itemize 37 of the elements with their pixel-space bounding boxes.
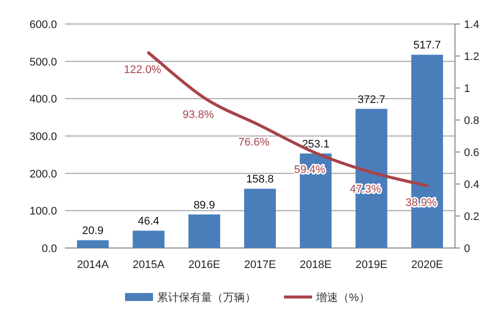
data-label: 122.0% <box>124 64 162 76</box>
data-label: 20.9 <box>82 225 104 238</box>
data-label: 76.6% <box>238 136 270 148</box>
x-tick-label: 2018E <box>300 259 332 271</box>
data-label: 517.7 <box>413 40 441 52</box>
bar <box>132 230 164 248</box>
y2-tick-label: 0.4 <box>464 179 480 191</box>
data-label: 89.9 <box>194 199 215 212</box>
x-tick-label: 2019E <box>356 259 388 271</box>
y-tick-label: 0.0 <box>42 243 57 255</box>
bar <box>76 240 109 248</box>
y-tick-label: 400.0 <box>29 94 57 106</box>
legend-label: 增速（%） <box>315 291 370 304</box>
data-label: 93.8% <box>182 108 214 121</box>
legend-label: 累计保有量（万辆） <box>157 291 256 304</box>
y2-tick-label: 0 <box>464 243 470 255</box>
y-tick-label: 200.0 <box>29 168 57 180</box>
y-tick-label: 600.0 <box>29 19 57 31</box>
y-tick-label: 100.0 <box>29 206 57 218</box>
y2-tick-label: 1.4 <box>464 19 480 31</box>
data-label: 46.4 <box>138 216 160 228</box>
y2-tick-label: 0.2 <box>464 211 480 223</box>
y2-tick-label: 1.2 <box>464 51 480 63</box>
data-label: 158.8 <box>246 174 274 186</box>
data-label: 372.7 <box>358 94 386 106</box>
bar <box>244 188 276 248</box>
x-tick-label: 2016E <box>188 259 220 271</box>
y2-tick-label: 1 <box>464 83 470 95</box>
y2-tick-label: 0.6 <box>464 147 480 159</box>
x-tick-label: 2017E <box>244 259 276 271</box>
y-tick-label: 500.0 <box>29 56 57 68</box>
bar <box>188 214 220 248</box>
x-tick-label: 2015A <box>132 259 166 271</box>
x-tick-label: 2020E <box>411 259 444 271</box>
y-tick-label: 300.0 <box>29 131 57 143</box>
x-tick-label: 2014A <box>76 259 110 271</box>
y2-tick-label: 0.8 <box>464 115 480 127</box>
